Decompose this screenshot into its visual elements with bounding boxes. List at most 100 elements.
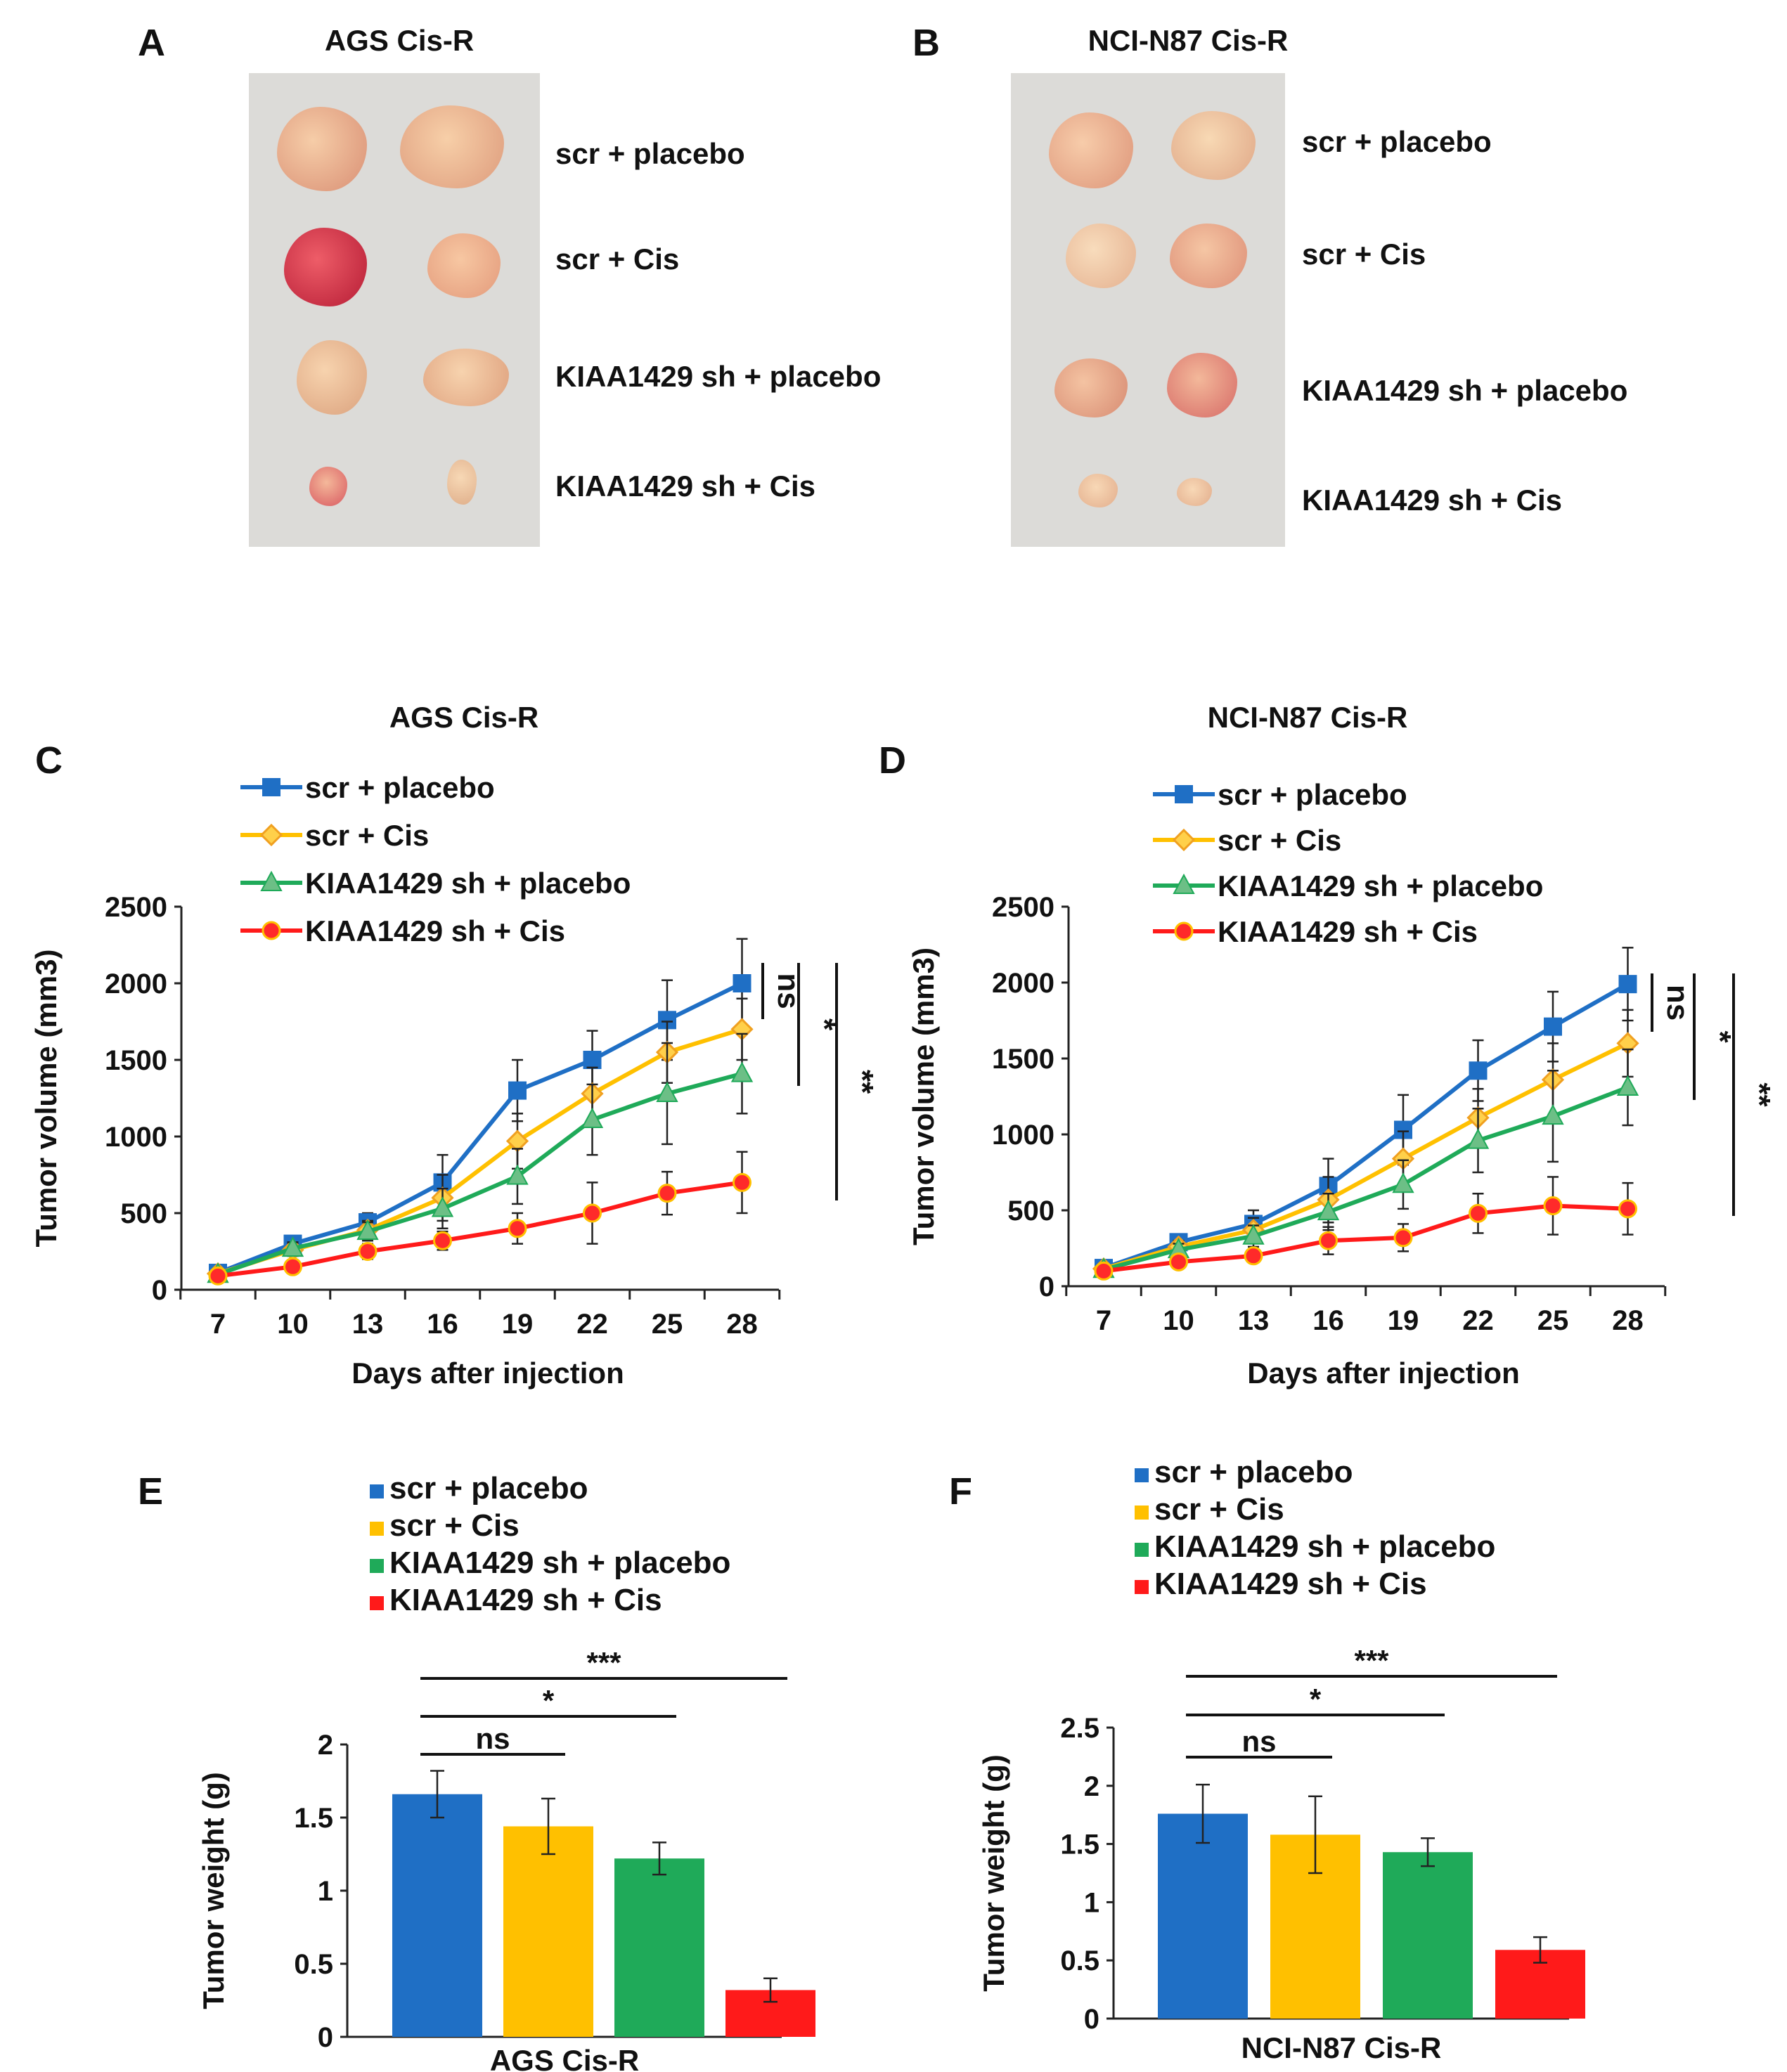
chart-d-legend-label: KIAA1429 sh + placebo: [1218, 869, 1543, 902]
chart-c-line: [217, 981, 743, 1275]
chart-c-sig-label: **: [845, 1070, 879, 1094]
chart-c-sig-label: ns: [771, 973, 806, 1009]
chart-c-ytick-label: 500: [120, 1198, 167, 1229]
chart-d-xtick-label: 28: [1612, 1305, 1644, 1336]
chart-d-ytick-label: 2500: [992, 892, 1054, 923]
chart-c-legend-marker: [262, 778, 280, 796]
chart-c-point: [508, 1219, 527, 1238]
chart-d-line: [1103, 982, 1629, 1270]
chart-e-legend-swatch: [370, 1596, 384, 1610]
chart-c-line: [217, 1071, 743, 1277]
chart-d: NCI-N87 Cis-R 0 500 1000 1500 2000 2500 7 10 13 16…: [907, 701, 1776, 1390]
chart-f-ytick-label: 2: [1084, 1771, 1099, 1802]
chart-c-legend-marker: [259, 823, 283, 847]
panel-a-label-3: KIAA1429 sh + placebo: [555, 360, 882, 393]
chart-c-legend-marker: [262, 921, 281, 940]
panel-b-photo: [1011, 73, 1285, 547]
panel-letter-f: F: [949, 1470, 972, 1513]
chart-c-point: [281, 1236, 304, 1257]
chart-f-ylabel: Tumor weight (g): [977, 1754, 1010, 1992]
chart-f-comparison-label: *: [1310, 1683, 1322, 1716]
chart-f-legend-swatch: [1135, 1468, 1149, 1482]
chart-d-xtick-label: 7: [1096, 1305, 1111, 1336]
panel-a-label-2: scr + Cis: [555, 242, 680, 276]
chart-d-legend-label: KIAA1429 sh + Cis: [1218, 915, 1478, 948]
chart-c-xtick-label: 22: [576, 1309, 608, 1340]
chart-e-comparison-label: ***: [586, 1646, 621, 1679]
chart-c-legend-label: KIAA1429 sh + placebo: [305, 867, 631, 900]
chart-d-point: [1543, 1196, 1563, 1216]
chart-c-xtick-label: 10: [277, 1309, 309, 1340]
panel-b-label-2: scr + Cis: [1302, 238, 1426, 271]
chart-d-xtick-label: 13: [1238, 1305, 1270, 1336]
panel-letter-e: E: [138, 1470, 163, 1513]
chart-c-point: [431, 1196, 454, 1217]
panel-b-label-3: KIAA1429 sh + placebo: [1302, 374, 1628, 407]
chart-d-ytick-label: 500: [1007, 1196, 1054, 1226]
chart-d-series-4: [1094, 1176, 1637, 1281]
chart-e-ylabel: Tumor weight (g): [197, 1772, 230, 2009]
chart-e-legend-label: KIAA1429 sh + Cis: [389, 1583, 662, 1617]
chart-e-legend-label: KIAA1429 sh + placebo: [389, 1546, 730, 1580]
chart-f-bar: [1383, 1852, 1473, 2019]
chart-d-xtick-label: 19: [1388, 1305, 1419, 1336]
chart-f-comparison-label: ***: [1354, 1644, 1389, 1677]
chart-c-point: [583, 1203, 602, 1223]
chart-c-ytick-label: 1000: [105, 1122, 167, 1153]
chart-c: AGS Cis-R 0 500 1000 1500 2000 2500 7 10 13 16 19 22…: [30, 701, 879, 1390]
chart-f-legend-swatch: [1135, 1543, 1149, 1557]
chart-d-point: [1618, 1199, 1637, 1219]
chart-d-ytick-label: 2000: [992, 968, 1054, 999]
tumor-a-3: [284, 228, 367, 306]
tumor-b-1: [1049, 112, 1133, 188]
chart-d-title: NCI-N87 Cis-R: [1208, 701, 1408, 734]
chart-e-legend-swatch: [370, 1559, 384, 1573]
chart-e-bar: [614, 1858, 704, 2037]
chart-c-ytick-label: 0: [152, 1275, 167, 1306]
tumor-b-2: [1171, 111, 1256, 180]
chart-e-ytick-label: 1.5: [294, 1803, 333, 1834]
chart-c-xtick-label: 7: [210, 1309, 226, 1340]
chart-f-legend-swatch: [1135, 1506, 1149, 1520]
chart-d-ytick-label: 0: [1039, 1271, 1054, 1302]
chart-c-legend-label: KIAA1429 sh + Cis: [305, 914, 565, 947]
chart-c-point: [733, 974, 751, 992]
chart-c-point: [733, 1172, 751, 1192]
chart-e-legend-label: scr + Cis: [389, 1508, 520, 1543]
chart-f-legend-label: KIAA1429 sh + placebo: [1154, 1529, 1495, 1564]
chart-d-point: [1542, 1103, 1564, 1125]
chart-d-point: [1393, 1228, 1413, 1248]
chart-f-ytick-label: 2.5: [1060, 1713, 1099, 1744]
chart-c-xtick-label: 28: [726, 1309, 758, 1340]
chart-f-ytick-label: 1.5: [1060, 1830, 1099, 1860]
chart-c-ylabel: Tumor volume (mm3): [30, 950, 63, 1248]
chart-e-xlabel: AGS Cis-R: [490, 2044, 639, 2072]
chart-f-xlabel: NCI-N87 Cis-R: [1241, 2031, 1442, 2064]
chart-d-point: [1317, 1200, 1340, 1221]
chart-c-line: [217, 1180, 742, 1278]
chart-c-point: [433, 1231, 452, 1250]
tumor-a-6: [423, 349, 509, 406]
chart-c-point: [208, 1266, 228, 1286]
tumor-b-6: [1167, 353, 1237, 417]
panel-b-label-4: KIAA1429 sh + Cis: [1302, 484, 1563, 517]
chart-d-ylabel: Tumor volume (mm3): [907, 947, 940, 1245]
chart-d-ytick-label: 1500: [992, 1044, 1054, 1075]
chart-c-xtick-label: 25: [652, 1309, 683, 1340]
chart-d-point: [1469, 1061, 1488, 1080]
chart-d-legend-marker: [1173, 873, 1195, 894]
chart-e-legend-swatch: [370, 1522, 384, 1536]
chart-f-legend-label: KIAA1429 sh + Cis: [1154, 1567, 1427, 1601]
chart-e-bar: [392, 1794, 482, 2037]
panel-a-label-4: KIAA1429 sh + Cis: [555, 470, 816, 503]
chart-d-xlabel: Days after injection: [1247, 1356, 1519, 1390]
chart-c-point: [730, 1061, 754, 1082]
chart-c-point: [283, 1257, 302, 1276]
chart-d-legend-marker: [1174, 921, 1194, 941]
chart-d-point: [1242, 1224, 1265, 1245]
chart-d-xtick-label: 16: [1312, 1305, 1344, 1336]
chart-f-legend-label: scr + placebo: [1154, 1455, 1353, 1489]
panel-a-label-1: scr + placebo: [555, 137, 745, 170]
tumor-b-4: [1170, 224, 1247, 288]
chart-c-point: [581, 1107, 604, 1129]
